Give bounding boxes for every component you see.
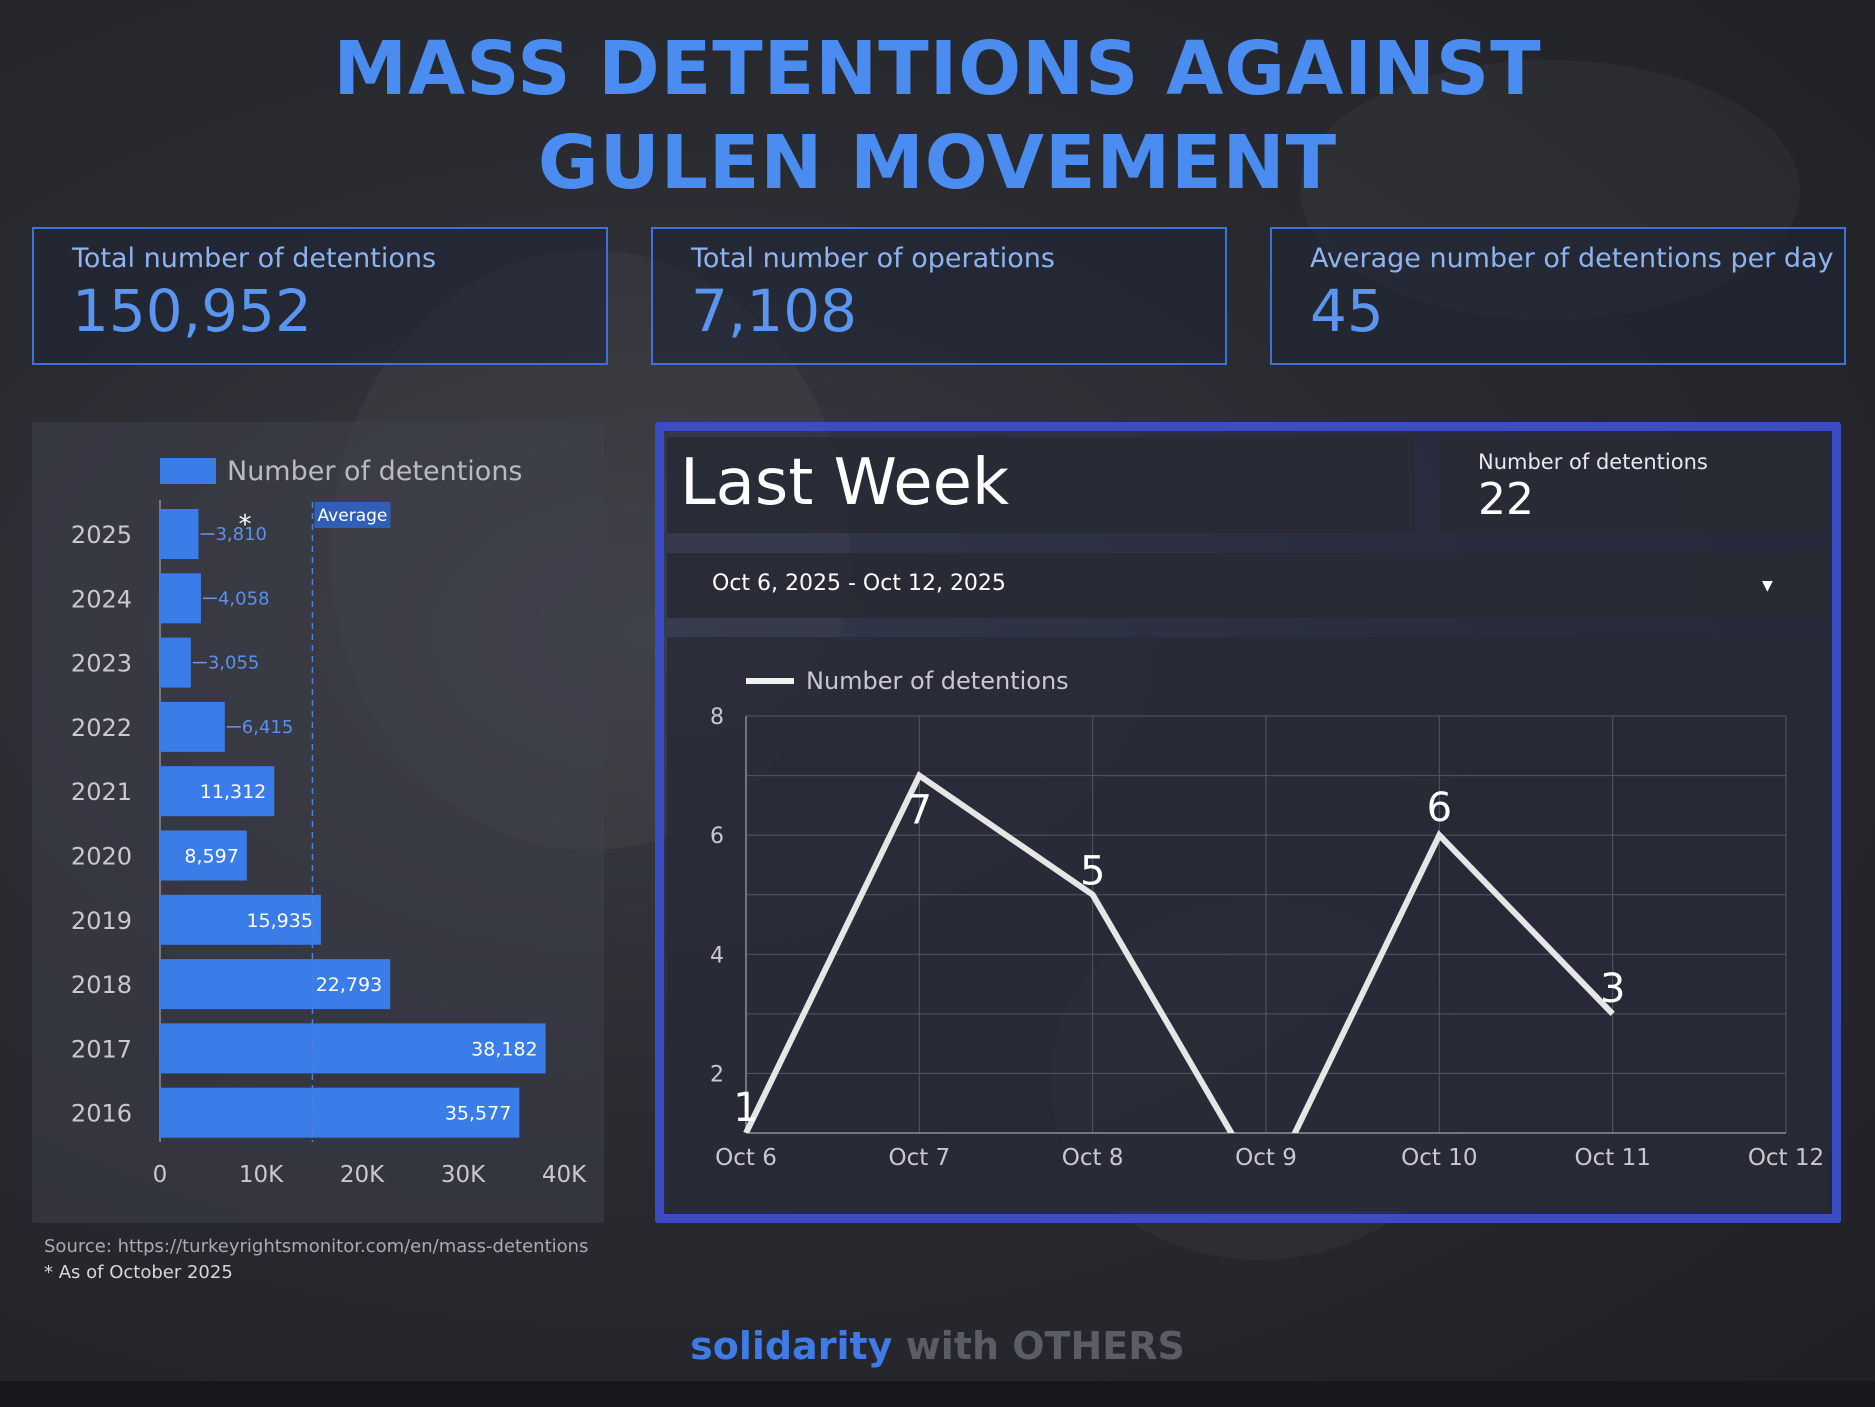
value-label: 3,810 — [215, 524, 267, 545]
bar-2023 — [160, 637, 191, 688]
date-range-text[interactable]: Oct 6, 2025 - Oct 12, 2025 — [712, 571, 1006, 596]
x-tick-label: 20K — [340, 1162, 385, 1188]
x-tick-label: 30K — [441, 1162, 486, 1188]
legend-label: Number of detentions — [806, 667, 1069, 695]
year-label: 2021 — [71, 778, 132, 806]
value-label: 3,055 — [208, 653, 260, 674]
kpi-value: 7,108 — [691, 277, 858, 345]
year-label: 2025 — [71, 521, 132, 549]
x-tick-label: 0 — [153, 1162, 168, 1188]
value-label: 6,415 — [242, 717, 294, 738]
value-label: 35,577 — [445, 1103, 511, 1125]
y-tick-label: 6 — [710, 824, 724, 849]
x-tick-label: Oct 7 — [888, 1145, 950, 1171]
footer-bar — [0, 1381, 1875, 1407]
legend-label: Number of detentions — [227, 456, 523, 487]
average-label: Average — [318, 506, 388, 526]
bar-2017 — [160, 1023, 546, 1074]
as-of-note: * As of October 2025 — [44, 1262, 233, 1283]
x-tick-label: 10K — [239, 1162, 284, 1188]
date-range-selector[interactable] — [667, 553, 1826, 618]
bar-2025 — [160, 509, 199, 559]
last-week-header — [667, 437, 1415, 533]
kpi-label: Average number of detentions per day — [1310, 243, 1834, 274]
kpi-total-detentions: Total number of detentions 150,952 — [32, 227, 608, 365]
bar-2018 — [160, 959, 391, 1010]
legend-swatch — [160, 458, 216, 484]
x-tick-label: Oct 6 — [715, 1145, 777, 1171]
average-label-box — [314, 502, 391, 528]
kpi-label: Total number of operations — [691, 243, 1055, 274]
tagline-solidarity: solidarity — [690, 1324, 893, 1368]
value-label: 38,182 — [471, 1038, 537, 1060]
value-label: 4,058 — [218, 588, 270, 609]
title-line-2: GULEN MOVEMENT — [537, 120, 1338, 206]
weekly-detentions-label: Number of detentions — [1478, 450, 1708, 474]
line-chart: Number of detentions 2 4 6 8 Oct 6 Oct 7 Oct 8 O… — [710, 667, 1824, 1171]
y-tick-label: 2 — [710, 1062, 724, 1087]
x-tick-label: Oct 11 — [1574, 1145, 1650, 1171]
weekly-detentions-value: 22 — [1478, 474, 1534, 525]
point-label: 1 — [733, 1085, 758, 1131]
bar-2022 — [160, 701, 225, 752]
kpi-average-per-day: Average number of detentions per day 45 — [1270, 227, 1846, 365]
data-line — [743, 771, 1615, 1133]
bar-2020 — [160, 830, 247, 881]
weekly-detentions-scorecard — [1440, 437, 1826, 533]
point-label: 3 — [1600, 966, 1625, 1012]
year-label: 2022 — [71, 714, 132, 742]
bar-2024 — [160, 573, 201, 624]
kpi-label: Total number of detentions — [72, 243, 437, 274]
year-label: 2024 — [71, 585, 132, 613]
last-week-title: Last Week — [680, 446, 1009, 520]
point-label: 6 — [1427, 785, 1452, 831]
year-label: 2016 — [71, 1100, 132, 1128]
kpi-value: 150,952 — [72, 277, 312, 345]
bar-chart: Number of detentions 0 10K 20K 30K 40K 2025 3,8… — [71, 456, 587, 1188]
bar-2019 — [160, 894, 321, 945]
source-note: Source: https://turkeyrightsmonitor.com/… — [44, 1236, 589, 1257]
x-tick-label: Oct 8 — [1062, 1145, 1124, 1171]
year-label: 2018 — [71, 971, 132, 999]
tagline-with-others: with OTHERS — [905, 1324, 1185, 1368]
value-label: 15,935 — [246, 910, 312, 932]
title-line-1: MASS DETENTIONS AGAINST — [333, 26, 1542, 112]
kpi-total-operations: Total number of operations 7,108 — [651, 227, 1227, 365]
x-tick-label: 40K — [542, 1162, 587, 1188]
point-label: 7 — [907, 788, 932, 834]
page-title: MASS DETENTIONS AGAINST GULEN MOVEMENT — [0, 22, 1875, 210]
x-tick-label: Oct 12 — [1748, 1145, 1824, 1171]
point-label: 5 — [1080, 849, 1105, 895]
tagline: solidarity with OTHERS — [0, 1324, 1875, 1368]
y-tick-label: 8 — [710, 705, 724, 730]
year-label: 2023 — [71, 650, 132, 678]
asterisk-mark: * — [238, 510, 251, 540]
year-label: 2020 — [71, 843, 132, 871]
value-label: 22,793 — [316, 974, 382, 996]
x-tick-label: Oct 10 — [1401, 1145, 1477, 1171]
year-label: 2017 — [71, 1035, 132, 1063]
y-tick-label: 4 — [710, 943, 724, 968]
bar-2016 — [160, 1087, 520, 1138]
year-label: 2019 — [71, 907, 132, 935]
value-label: 11,312 — [200, 781, 266, 803]
bar-2021 — [160, 766, 275, 817]
kpi-value: 45 — [1310, 277, 1384, 345]
x-tick-label: Oct 9 — [1235, 1145, 1297, 1171]
bar-chart-panel: Number of detentions 0 10K 20K 30K 40K 2025 3,8… — [32, 422, 604, 1223]
caret-down-icon[interactable]: ▼ — [1762, 578, 1773, 594]
line-chart-panel: Number of detentions 2 4 6 8 Oct 6 Oct 7 Oct 8 O… — [667, 637, 1826, 1211]
value-label: 8,597 — [184, 846, 238, 868]
